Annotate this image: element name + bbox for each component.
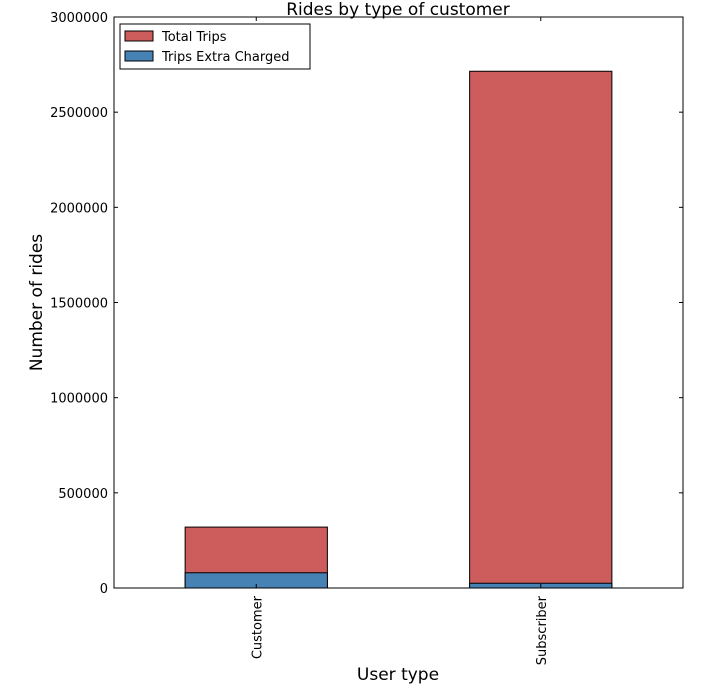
legend-swatch-trips-extra-charged <box>124 50 154 62</box>
y-tick-label: 2500000 <box>50 106 108 121</box>
bar-total-trips-subscriber <box>469 70 613 589</box>
y-axis-title: Number of rides <box>27 234 47 371</box>
chart-title: Rides by type of customer <box>286 0 510 20</box>
x-tick-label: Customer <box>250 595 265 659</box>
y-tick-label: 2000000 <box>50 201 108 216</box>
y-tick-label: 500000 <box>58 487 108 502</box>
x-axis-title: User type <box>357 665 439 685</box>
y-tick-label: 1500000 <box>50 297 108 312</box>
plot-frame <box>113 16 684 589</box>
y-tick-label: 3000000 <box>50 11 108 26</box>
plot-area: Customer Subscriber 0 500000 1000000 1500000 2… <box>50 11 684 665</box>
legend: Total Trips Trips Extra Charged <box>119 23 311 70</box>
legend-label-trips-extra-charged: Trips Extra Charged <box>161 50 290 65</box>
legend-swatch-total-trips <box>124 30 154 42</box>
x-tick-label: Subscriber <box>535 595 550 665</box>
y-tick-label: 1000000 <box>50 392 108 407</box>
y-tick-label: 0 <box>100 582 108 597</box>
legend-label-total-trips: Total Trips <box>161 30 227 45</box>
